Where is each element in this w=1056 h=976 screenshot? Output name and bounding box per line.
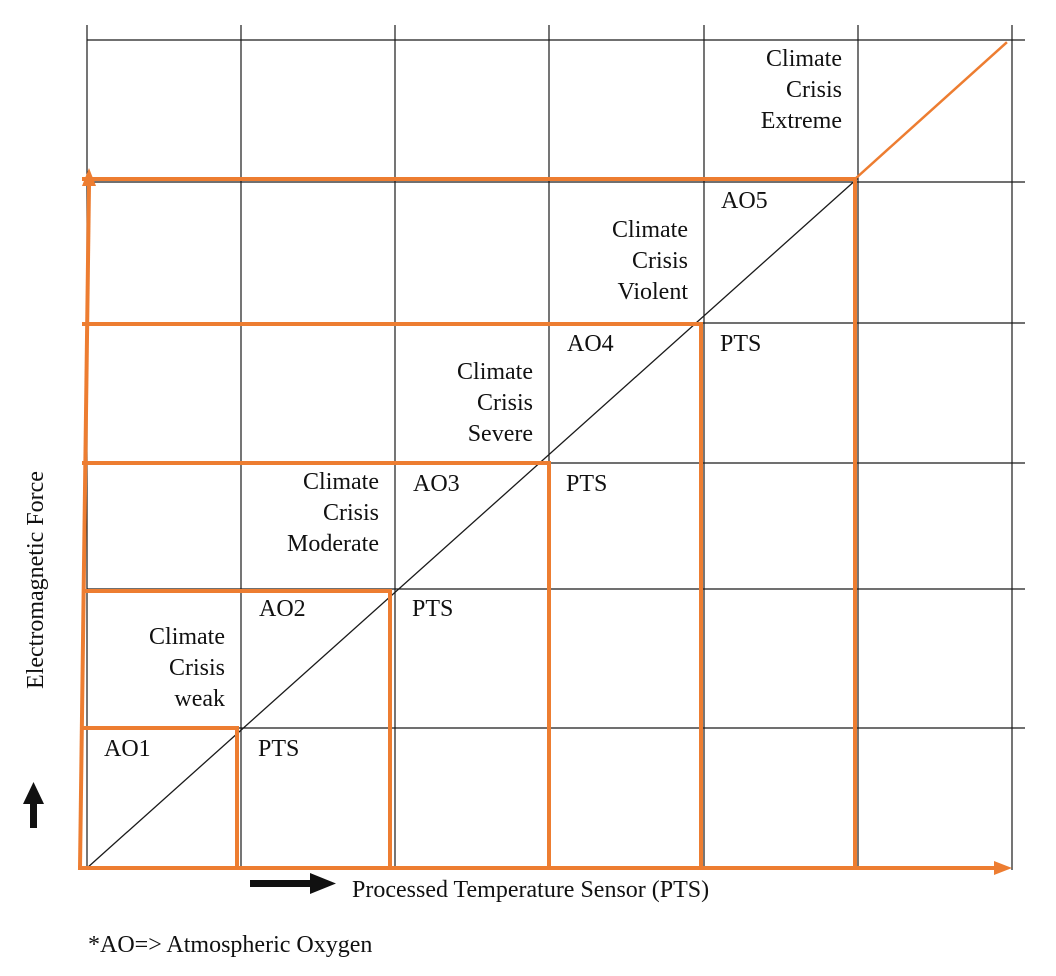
crisis-label-line: Crisis	[169, 655, 225, 681]
ao-label: AO2	[259, 596, 306, 622]
crisis-label-line: Climate	[303, 469, 379, 495]
level-box-ao5	[82, 177, 857, 870]
level-box-ao4	[82, 322, 703, 870]
diagonal-line	[86, 177, 859, 869]
crisis-label-line: Climate	[149, 624, 225, 650]
crisis-label-extreme: Climate Crisis Extreme	[761, 46, 842, 134]
axes	[77, 168, 1012, 875]
crisis-label-line: Crisis	[323, 500, 379, 526]
ao-label: AO1	[104, 736, 151, 762]
extreme-diagonal-line	[853, 41, 1008, 181]
crisis-label-line: Climate	[766, 46, 842, 72]
pts-label: PTS	[720, 331, 761, 357]
footnote: *AO=> Atmospheric Oxygen	[88, 932, 372, 958]
level-box-ao3	[82, 461, 551, 870]
crisis-label-line: Climate	[612, 217, 688, 243]
right-arrow-icon	[250, 873, 336, 894]
ao-label: AO5	[721, 188, 768, 214]
y-axis-arrowhead	[82, 168, 96, 186]
ao-label: AO3	[413, 471, 460, 497]
level-boxes	[82, 41, 1008, 870]
pts-label: PTS	[412, 596, 453, 622]
crisis-label-line: Violent	[617, 279, 688, 305]
crisis-label-line: Crisis	[477, 390, 533, 416]
x-axis-title: Processed Temperature Sensor (PTS)	[352, 877, 709, 903]
crisis-label-moderate: Climate Crisis Moderate	[287, 469, 379, 557]
x-axis-arrowhead	[994, 861, 1012, 875]
crisis-label-line: Severe	[468, 421, 533, 447]
pts-label: PTS	[258, 736, 299, 762]
crisis-label-line: Extreme	[761, 108, 842, 134]
level-box-ao1	[82, 726, 239, 870]
up-arrow-icon	[23, 782, 44, 828]
crisis-label-line: Crisis	[632, 248, 688, 274]
crisis-label-line: Crisis	[786, 77, 842, 103]
crisis-label-severe: Climate Crisis Severe	[457, 359, 533, 447]
crisis-label-weak: Climate Crisis weak	[149, 624, 225, 712]
crisis-label-line: Climate	[457, 359, 533, 385]
crisis-label-line: Moderate	[287, 531, 379, 557]
crisis-label-line: weak	[174, 686, 225, 712]
crisis-label-violent: Climate Crisis Violent	[612, 217, 688, 305]
level-box-ao2	[82, 589, 392, 870]
y-axis-line	[77, 183, 92, 871]
pts-label: PTS	[566, 471, 607, 497]
ao-label: AO4	[567, 331, 614, 357]
y-axis-title: Electromagnetic Force	[23, 471, 49, 689]
